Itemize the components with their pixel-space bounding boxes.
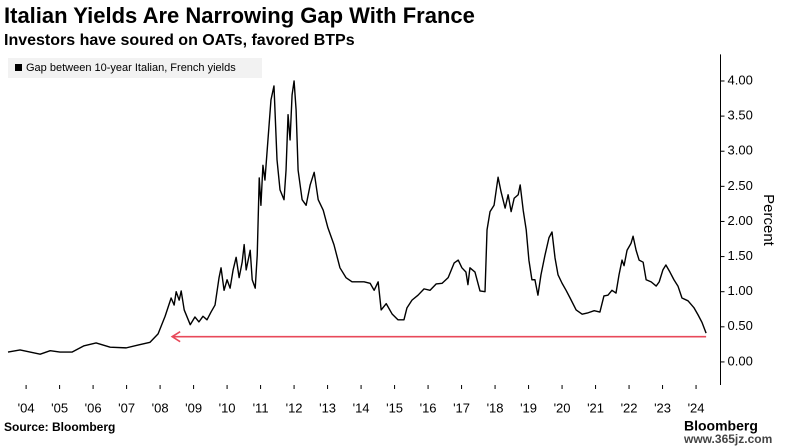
x-tick-label: '12 bbox=[286, 400, 303, 415]
x-tick-label: '15 bbox=[386, 400, 403, 415]
x-tick-label: '24 bbox=[688, 400, 705, 415]
brand: Bloomberg bbox=[684, 418, 758, 434]
watermark: www.365jz.com bbox=[683, 432, 772, 446]
x-tick-label: '04 bbox=[18, 400, 35, 415]
x-tick-label: '16 bbox=[420, 400, 437, 415]
y-axis-label: Percent bbox=[760, 194, 777, 247]
legend-label: Gap between 10-year Italian, French yiel… bbox=[26, 62, 236, 74]
x-tick-label: '14 bbox=[353, 400, 370, 415]
x-tick-label: '22 bbox=[621, 400, 638, 415]
x-tick-label: '13 bbox=[319, 400, 336, 415]
chart-subtitle: Investors have soured on OATs, favored B… bbox=[4, 32, 355, 49]
y-tick-label: 3.00 bbox=[728, 143, 753, 158]
y-tick-label: 1.50 bbox=[728, 248, 753, 263]
y-tick-label: 1.00 bbox=[728, 283, 753, 298]
x-tick-label: '19 bbox=[520, 400, 537, 415]
data-line bbox=[7, 80, 707, 355]
x-tick-label: '17 bbox=[453, 400, 470, 415]
y-tick-label: 2.50 bbox=[728, 178, 753, 193]
chart-title: Italian Yields Are Narrowing Gap With Fr… bbox=[4, 3, 475, 28]
y-tick-label: 0.50 bbox=[728, 318, 753, 333]
y-tick-label: 0.00 bbox=[728, 353, 753, 368]
x-tick-label: '09 bbox=[185, 400, 202, 415]
x-tick-label: '20 bbox=[554, 400, 571, 415]
x-tick-label: '08 bbox=[152, 400, 169, 415]
arrow-head bbox=[170, 330, 181, 343]
legend-box bbox=[8, 58, 262, 78]
x-tick-label: '05 bbox=[51, 400, 68, 415]
x-tick-label: '23 bbox=[654, 400, 671, 415]
x-tick-label: '07 bbox=[118, 400, 135, 415]
x-tick-label: '11 bbox=[253, 400, 269, 415]
x-tick-label: '21 bbox=[587, 400, 604, 415]
x-tick-label: '06 bbox=[85, 400, 102, 415]
y-tick-label: 3.50 bbox=[728, 108, 753, 123]
x-tick-label: '18 bbox=[487, 400, 504, 415]
y-tick-label: 4.00 bbox=[728, 72, 753, 87]
source-note: Source: Bloomberg bbox=[4, 420, 115, 434]
legend-swatch bbox=[15, 64, 22, 71]
x-tick-label: '10 bbox=[219, 400, 236, 415]
y-tick-label: 2.00 bbox=[728, 213, 753, 228]
